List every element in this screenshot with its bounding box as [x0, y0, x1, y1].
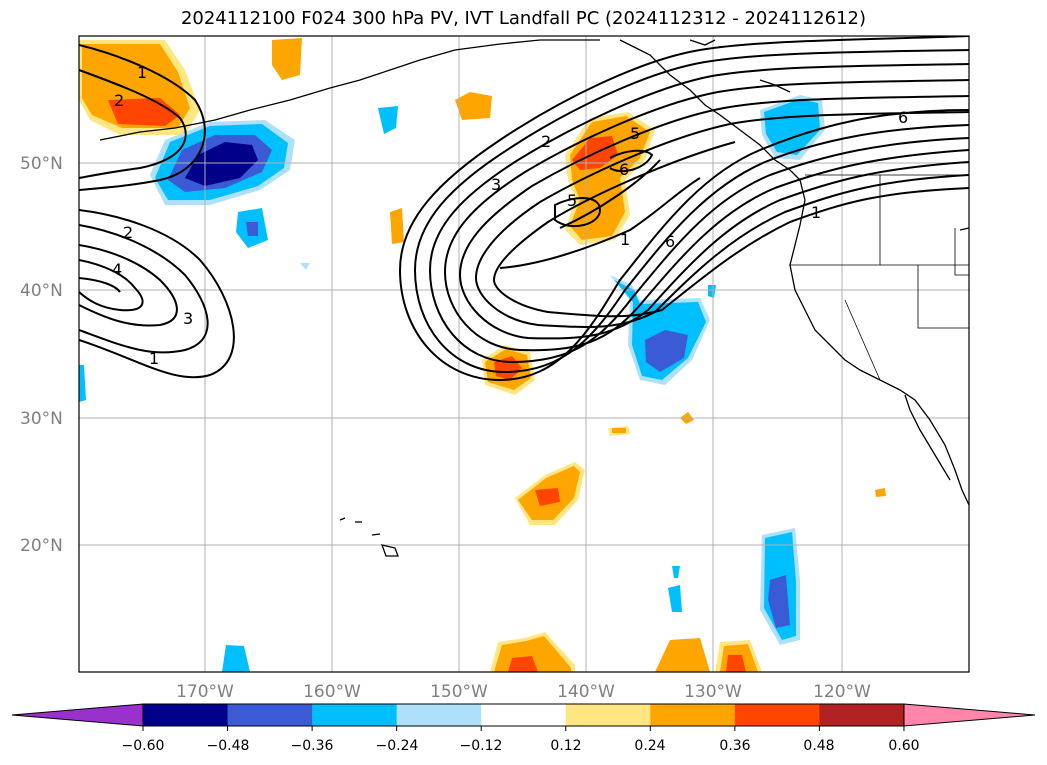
contour-label: 6: [619, 160, 629, 179]
pv-shading: [79, 38, 886, 672]
colorbar-swatch: [143, 704, 229, 726]
colorbar-tick-label: 0.48: [803, 738, 834, 754]
colorbar: [11, 703, 1036, 731]
colorbar-tick-label: 0.60: [888, 738, 919, 754]
colorbar-tick-label: −0.36: [291, 738, 334, 754]
graticule: [79, 36, 969, 672]
contour-label: 6: [898, 108, 908, 127]
lat-label-50n: 50°N: [20, 154, 63, 174]
colorbar-swatch: [565, 704, 651, 726]
ivt-contours: [79, 36, 969, 382]
colorbar-tick-label: 0.12: [550, 738, 581, 754]
colorbar-tick-label: −0.60: [122, 738, 165, 754]
contour-label: 5: [630, 124, 640, 143]
lat-label-40n: 40°N: [20, 281, 63, 301]
colorbar-extend-max: [903, 703, 1036, 727]
contour-labels: 1 2 2 4 3 1 2 3 5 5 6 1 6 6 1: [112, 63, 908, 368]
contour-label: 4: [112, 260, 122, 279]
colorbar-swatch: [396, 704, 482, 726]
contour-label: 3: [491, 175, 501, 194]
contour-label: 3: [183, 309, 193, 328]
lon-label-120w: 120°W: [813, 682, 871, 702]
contour-label: 2: [541, 132, 551, 151]
colorbar-tick-label: 0.36: [719, 738, 750, 754]
lon-label-160w: 160°W: [303, 682, 361, 702]
map-area: 1 2 2 4 3 1 2 3 5 5 6 1 6 6 1: [79, 36, 969, 672]
colorbar-tick-label: 0.24: [634, 738, 665, 754]
contour-label: 2: [123, 223, 133, 242]
colorbar-tick-label: −0.24: [376, 738, 419, 754]
contour-label: 1: [149, 349, 159, 368]
colorbar-tick-label: −0.12: [460, 738, 503, 754]
colorbar-swatch: [312, 704, 398, 726]
contour-label: 1: [620, 230, 630, 249]
colorbar-swatch: [481, 704, 567, 726]
lon-label-150w: 150°W: [430, 682, 488, 702]
lat-label-20n: 20°N: [20, 536, 63, 556]
colorbar-tick-labels: −0.60 −0.48 −0.36 −0.24 −0.12 0.12 0.24 …: [122, 738, 920, 754]
colorbar-swatch: [734, 704, 820, 726]
colorbar-outline: [142, 703, 905, 727]
map-frame: [78, 35, 970, 673]
longitude-labels: 170°W 160°W 150°W 140°W 130°W 120°W: [176, 682, 871, 702]
lat-label-30n: 30°N: [20, 409, 63, 429]
contour-label: 6: [665, 232, 675, 251]
colorbar-extend-min: [11, 703, 144, 727]
contour-label: 2: [114, 91, 124, 110]
colorbar-swatch: [819, 704, 905, 726]
contour-label: 5: [567, 191, 577, 210]
contour-label: 1: [811, 203, 821, 222]
map-title: 2024112100 F024 300 hPa PV, IVT Landfall…: [180, 8, 867, 29]
contour-label: 1: [137, 63, 147, 82]
lon-label-130w: 130°W: [684, 682, 742, 702]
lon-label-140w: 140°W: [557, 682, 615, 702]
lon-label-170w: 170°W: [176, 682, 234, 702]
latitude-labels: 50°N 40°N 30°N 20°N: [20, 154, 63, 556]
colorbar-swatch: [227, 704, 313, 726]
borders: [790, 174, 969, 381]
colorbar-swatch: [650, 704, 736, 726]
colorbar-tick-label: −0.48: [207, 738, 250, 754]
